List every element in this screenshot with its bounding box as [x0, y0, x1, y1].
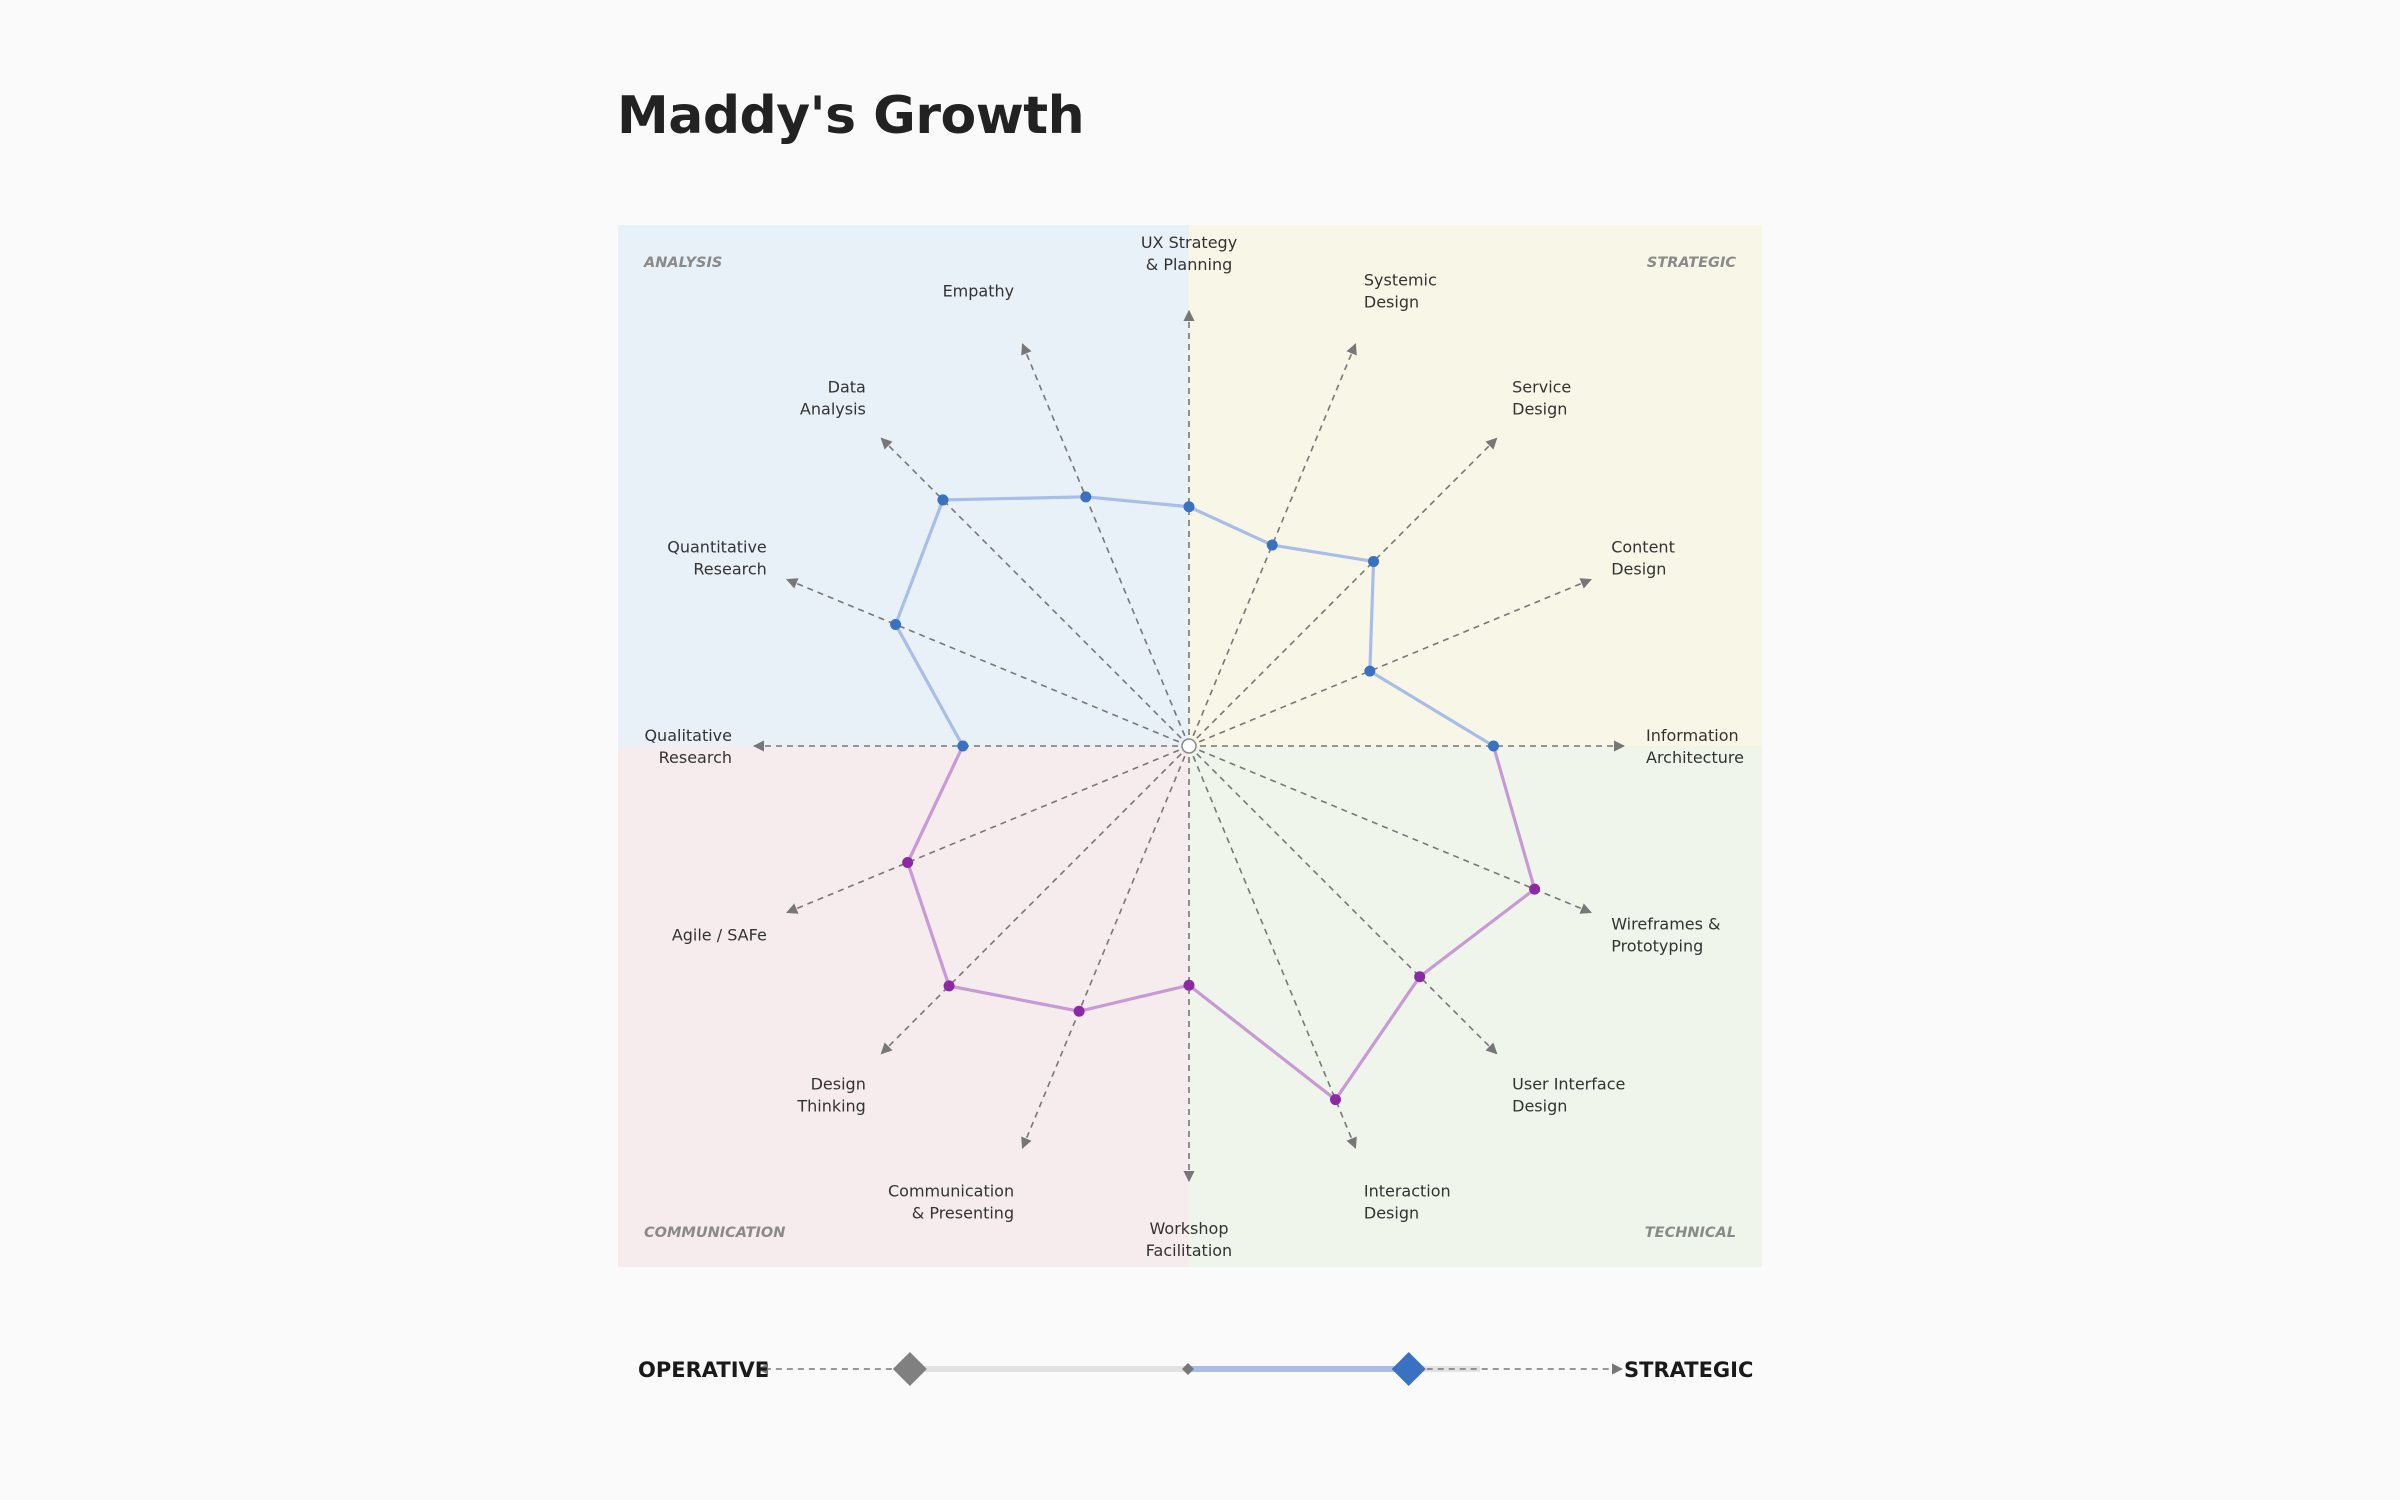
- axis-label-content-design: Content Design: [1611, 537, 1675, 578]
- data-point-design-thinking: [943, 980, 955, 992]
- axis-label-line: Prototyping: [1611, 937, 1703, 956]
- quadrant-backgrounds: [618, 225, 1762, 1267]
- axis-label-line: User Interface: [1512, 1075, 1625, 1094]
- data-point-qualitative-research: [957, 740, 969, 752]
- quadrant-label-analysis: ANALYSIS: [643, 255, 722, 271]
- axis-label-line: & Presenting: [912, 1203, 1014, 1222]
- data-point-communication-presenting: [1073, 1005, 1085, 1017]
- data-point-interaction-design: [1329, 1094, 1341, 1106]
- axis-label-line: Research: [693, 559, 766, 578]
- data-point-data-analysis: [937, 494, 949, 506]
- data-point-quantitative-research: [890, 618, 902, 630]
- data-point-agile-safe: [902, 857, 914, 869]
- data-point-content-design: [1364, 665, 1376, 677]
- data-point-systemic-design: [1266, 539, 1278, 551]
- axis-label-line: Design: [1512, 1097, 1567, 1116]
- axis-label-line: Research: [659, 748, 732, 767]
- quadrant-label-strategic: STRATEGIC: [1647, 255, 1736, 271]
- quadrant-label-technical: TECHNICAL: [1645, 1225, 1736, 1241]
- data-point-user-interface-design: [1414, 971, 1426, 983]
- slider-strategic-handle[interactable]: [1391, 1352, 1426, 1386]
- axis-label-design-thinking: Design Thinking: [796, 1075, 866, 1116]
- quadrant-label-communication: COMMUNICATION: [644, 1225, 785, 1241]
- data-point-empathy: [1080, 491, 1092, 503]
- axis-label-data-analysis: Data Analysis: [800, 377, 866, 418]
- radar-center: [1181, 738, 1197, 754]
- axis-label-line: Quantitative: [667, 537, 767, 556]
- quadrant-labels: ANALYSIS STRATEGIC COMMUNICATION TECHNICAL: [643, 255, 1736, 1241]
- axis-label-line: Design: [811, 1075, 866, 1094]
- axis-label-communication-presenting: Communication & Presenting: [888, 1181, 1014, 1222]
- axis-label-line: Communication: [888, 1181, 1014, 1200]
- axis-label-line: Qualitative: [644, 726, 732, 745]
- radar-points: [890, 491, 1541, 1106]
- axis-label-line: Systemic: [1364, 271, 1437, 290]
- axis-label-empathy: Empathy: [943, 282, 1015, 301]
- axis-label-workshop-facilitation: Workshop Facilitation: [1146, 1219, 1232, 1260]
- slider-right-label: STRATEGIC: [1624, 1358, 1753, 1382]
- axis-label-wireframes-prototyping: Wireframes & Prototyping: [1611, 915, 1720, 956]
- axis-label-line: Workshop: [1150, 1219, 1229, 1238]
- axis-label-line: Thinking: [796, 1097, 866, 1116]
- slider-center-marker: [1182, 1363, 1194, 1375]
- axis-label-systemic-design: Systemic Design: [1364, 271, 1437, 312]
- axis-label-line: Content: [1611, 537, 1675, 556]
- data-point-service-design: [1368, 555, 1380, 567]
- axis-label-line: Empathy: [943, 282, 1015, 301]
- axis-label-quantitative-research: Quantitative Research: [667, 537, 767, 578]
- axis-label-line: Service: [1512, 377, 1571, 396]
- axis-label-line: Agile / SAFe: [672, 926, 767, 945]
- slider-left-label: OPERATIVE: [638, 1358, 769, 1382]
- quadrant-technical: [1189, 746, 1762, 1267]
- quadrant-analysis: [618, 225, 1189, 746]
- quadrant-strategic: [1189, 225, 1762, 746]
- data-point-information-architecture: [1488, 740, 1499, 752]
- axis-label-ux-strategy-planning: UX Strategy & Planning: [1141, 233, 1237, 274]
- axis-label-line: Information: [1646, 726, 1739, 745]
- axis-label-line: Design: [1611, 559, 1666, 578]
- axis-label-agile-safe: Agile / SAFe: [672, 926, 767, 945]
- operative-strategic-slider: OPERATIVE STRATEGIC: [638, 1352, 1753, 1386]
- axis-label-line: Design: [1364, 1203, 1419, 1222]
- axis-label-line: Facilitation: [1146, 1241, 1232, 1260]
- axis-label-line: Analysis: [800, 399, 866, 418]
- data-point-ux-strategy-planning: [1183, 501, 1195, 513]
- data-point-workshop-facilitation: [1183, 979, 1195, 991]
- axis-label-interaction-design: Interaction Design: [1364, 1181, 1451, 1222]
- axis-label-line: & Planning: [1146, 255, 1232, 274]
- axis-label-line: Data: [828, 377, 866, 396]
- axis-label-line: Design: [1364, 293, 1419, 312]
- axis-label-service-design: Service Design: [1512, 377, 1571, 418]
- axis-label-line: Architecture: [1646, 748, 1744, 767]
- data-point-wireframes-prototyping: [1529, 883, 1541, 895]
- slider-operative-handle[interactable]: [892, 1352, 927, 1386]
- axis-label-line: Wireframes &: [1611, 915, 1720, 934]
- axis-label-line: Interaction: [1364, 1181, 1451, 1200]
- axis-label-qualitative-research: Qualitative Research: [644, 726, 732, 767]
- axis-label-line: UX Strategy: [1141, 233, 1237, 252]
- page-title: Maddy's Growth: [617, 86, 1085, 146]
- axis-label-user-interface-design: User Interface Design: [1512, 1075, 1625, 1116]
- axis-label-line: Design: [1512, 399, 1567, 418]
- axis-label-information-architecture: Information Architecture: [1646, 726, 1744, 767]
